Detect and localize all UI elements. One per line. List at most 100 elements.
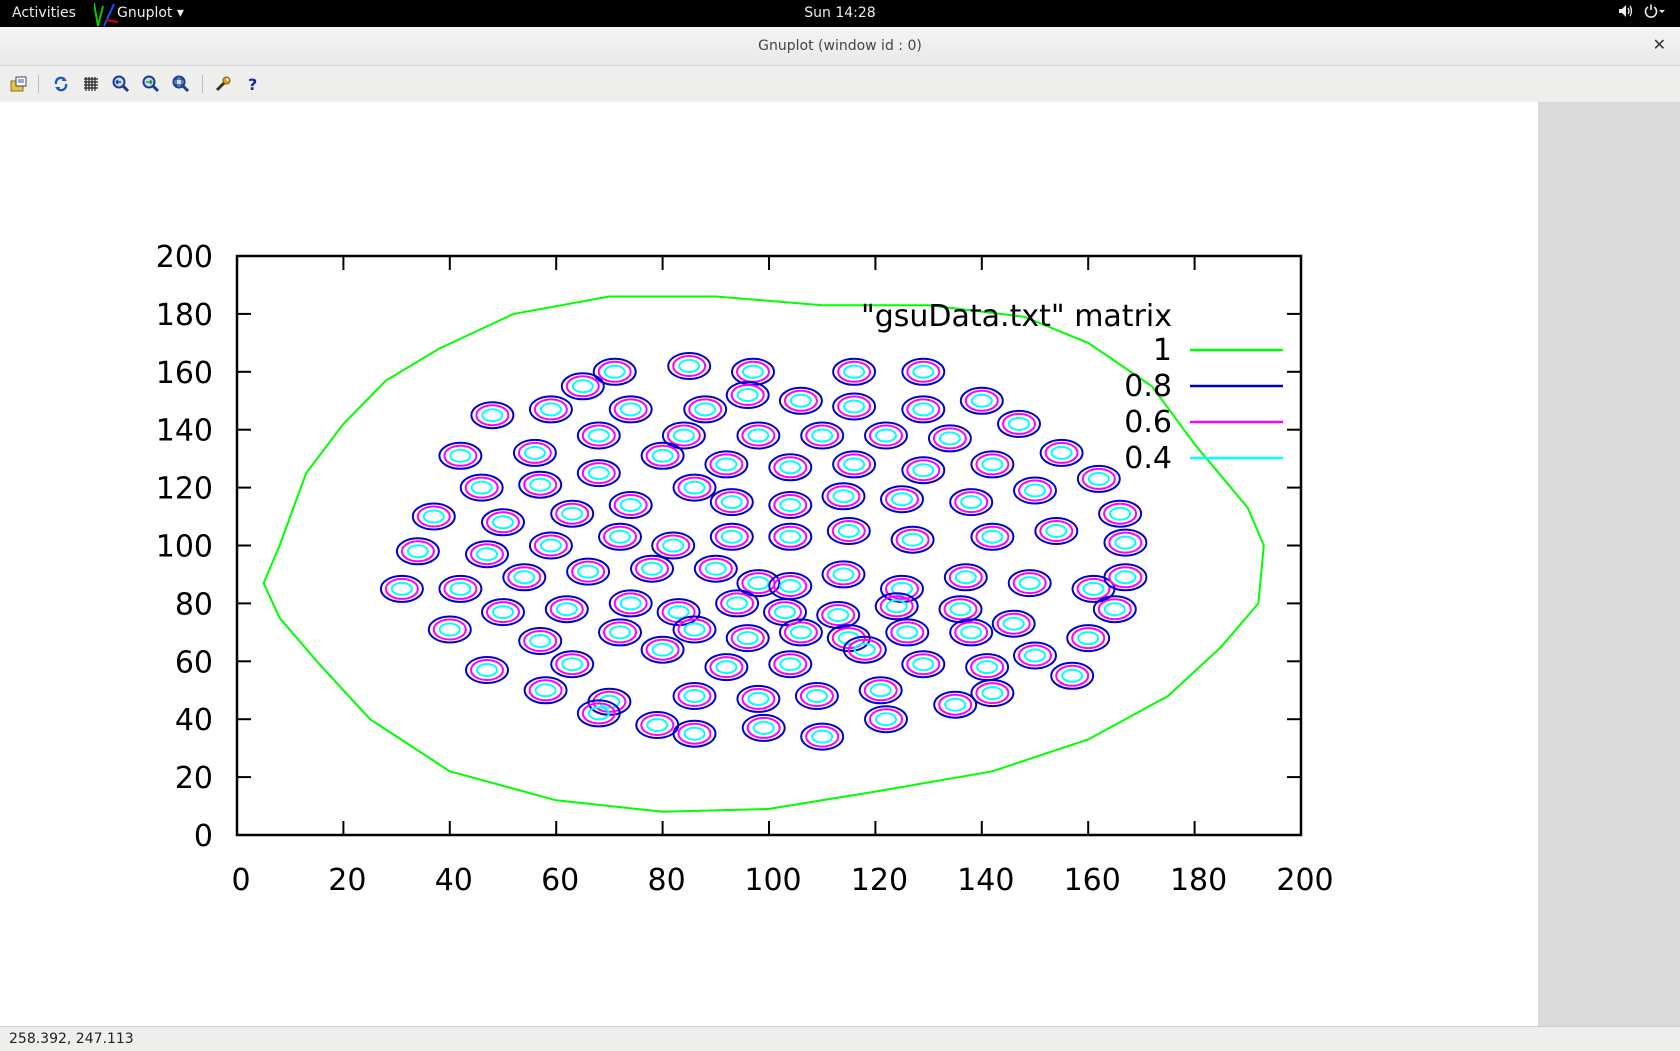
contour-peak-7-level-0.4: [694, 402, 717, 417]
contour-peak-15-level-0.6: [443, 444, 478, 467]
contour-peak-2-level-0.4: [678, 359, 701, 373]
contour-peak-6-level-0.8: [608, 395, 653, 424]
contour-peak-74-level-0.4: [492, 605, 514, 620]
contour-peak-56-level-0.8: [970, 522, 1015, 551]
volume-icon[interactable]: [1618, 4, 1634, 18]
contour-peak-23-level-0.8: [997, 409, 1041, 438]
contour-peak-85-level-0.8: [518, 627, 563, 655]
contour-peak-42-level-0.8: [821, 482, 866, 511]
y-tick-label: 100: [156, 530, 213, 565]
contour-peak-103-level-0.4: [976, 660, 999, 675]
contour-peak-114-level-0.8: [672, 719, 717, 748]
contour-peak-18-level-0.4: [672, 428, 695, 443]
contour-peak-81-level-0.4: [885, 599, 908, 614]
contour-peak-31-level-0.6: [837, 453, 872, 476]
contour-peak-14-level-0.8: [959, 386, 1004, 415]
grid-icon[interactable]: [80, 73, 102, 95]
replot-icon[interactable]: [50, 73, 72, 95]
contour-peak-104-level-0.6: [528, 679, 563, 702]
contour-peak-35-level-0.6: [416, 505, 451, 528]
contour-peak-29-level-0.4: [715, 457, 738, 472]
contour-peak-5-level-0.4: [481, 408, 504, 423]
contour-peak-113-level-0.4: [646, 718, 669, 732]
export-icon[interactable]: [8, 73, 30, 95]
contour-peak-86-level-0.6: [603, 621, 637, 644]
close-icon[interactable]: ✕: [1652, 35, 1666, 54]
unzoom-icon[interactable]: [170, 73, 192, 95]
contour-peak-51-level-0.4: [662, 538, 685, 553]
contour-peak-93-level-0.4: [1024, 648, 1046, 663]
clock[interactable]: Sun 14:28: [804, 5, 876, 21]
help-icon[interactable]: ?: [242, 73, 264, 95]
contour-peak-79-level-0.6: [768, 601, 802, 624]
contour-peak-17-level-0.8: [576, 421, 621, 450]
contour-peak-48-level-0.8: [465, 540, 509, 569]
contour-peak-36-level-0.6: [486, 511, 520, 534]
contour-peak-53-level-0.6: [773, 525, 808, 548]
y-tick-label: 140: [156, 414, 213, 449]
app-menu[interactable]: Gnuplot ▾: [117, 5, 184, 21]
contour-peak-115-level-0.6: [746, 716, 781, 739]
contour-peak-2-level-0.8: [667, 352, 712, 380]
contour-peak-32-level-0.4: [912, 463, 935, 478]
contour-peak-95-level-0.6: [1071, 627, 1106, 650]
contour-peak-69-level-0.8: [943, 563, 988, 592]
contour-peak-83-level-0.4: [1002, 616, 1025, 631]
legend-title: "gsuData.txt" matrix: [861, 299, 1172, 334]
plot-canvas[interactable]: 0 20 40 60 80 100 120 140 160 180 200 0 20 40 60 80 100 1…: [0, 102, 1538, 1026]
contour-peak-51-level-0.6: [656, 534, 691, 557]
contour-level-1: [262, 295, 1265, 813]
settings-icon[interactable]: [212, 73, 234, 95]
contour-peak-56-level-0.6: [975, 525, 1010, 548]
x-tick-label: 0: [231, 863, 250, 898]
contour-peak-80-level-0.6: [821, 604, 856, 626]
contour-peak-28-level-0.6: [645, 444, 680, 467]
y-tick-label: 40: [175, 703, 213, 738]
contour-peak-57-level-0.8: [1034, 517, 1079, 545]
contour-peak-55-level-0.8: [890, 525, 935, 554]
x-tick-label: 20: [328, 863, 366, 898]
gnuplot-app-icon[interactable]: [94, 0, 136, 27]
contour-peak-67-level-0.4: [832, 567, 855, 582]
contour-peak-49-level-0.6: [533, 534, 568, 557]
contour-peak-70-level-0.8: [1007, 569, 1052, 598]
contour-peak-84-level-0.8: [1092, 595, 1137, 624]
contour-peak-62-level-0.6: [571, 560, 606, 583]
y-tick-label: 200: [156, 240, 213, 275]
power-icon[interactable]: [1644, 4, 1666, 18]
toolbar: ?: [0, 66, 1680, 102]
contour-peak-47-level-0.8: [395, 537, 440, 566]
contour-peak-8-level-0.6: [730, 384, 765, 406]
contour-peak-11-level-0.4: [843, 399, 866, 414]
contour-peak-73-level-0.8: [427, 615, 472, 644]
contour-peak-7-level-0.6: [688, 398, 723, 421]
contour-peak-74-level-0.6: [486, 601, 520, 624]
zoom-next-icon[interactable]: [140, 73, 162, 95]
x-tick-label: 80: [648, 863, 686, 898]
contour-peak-104-level-0.4: [534, 683, 557, 698]
contour-plot: 0 20 40 60 80 100 120 140 160 180 200 0 20 40 60 80 100 1…: [156, 240, 1334, 898]
x-tick-label: 140: [957, 863, 1014, 898]
activities-button[interactable]: Activities: [12, 5, 76, 21]
contour-peak-97-level-0.8: [550, 650, 595, 679]
contour-peak-33-level-0.6: [975, 453, 1010, 476]
contour-peak-45-level-0.4: [1024, 483, 1046, 498]
contour-peak-105-level-0.4: [598, 694, 621, 709]
contour-peak-73-level-0.6: [432, 618, 467, 641]
contour-peak-38-level-0.8: [608, 491, 653, 519]
contour-peak-96-level-0.6: [470, 659, 504, 681]
contour-peak-39-level-0.8: [672, 473, 717, 502]
contour-peak-27-level-0.6: [581, 462, 616, 485]
zoom-previous-icon[interactable]: [110, 73, 132, 95]
contour-peak-95-level-0.4: [1077, 631, 1100, 646]
contour-peak-107-level-0.6: [741, 687, 776, 710]
contour-peak-110-level-0.6: [938, 693, 973, 716]
y-tick-label: 20: [175, 761, 213, 796]
svg-text:?: ?: [248, 75, 257, 93]
contour-peak-111-level-0.6: [975, 682, 1010, 705]
contour-peak-106-level-0.6: [677, 685, 712, 707]
contour-peak-43-level-0.6: [885, 488, 919, 511]
contour-peak-54-level-0.4: [837, 524, 860, 538]
y-tick-label: 180: [156, 298, 213, 333]
contour-peak-66-level-0.4: [779, 579, 802, 593]
